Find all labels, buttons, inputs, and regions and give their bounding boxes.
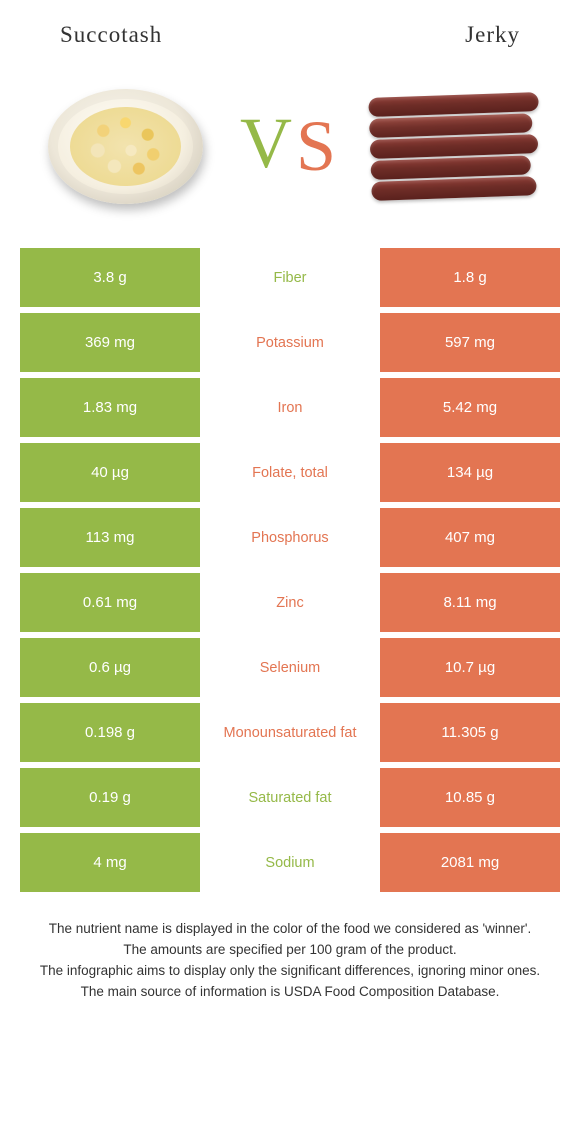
nutrient-value-left: 4 mg	[20, 833, 200, 892]
nutrient-value-right: 11.305 g	[380, 703, 560, 762]
nutrient-label: Potassium	[200, 313, 380, 372]
jerky-stick	[368, 92, 539, 117]
nutrient-value-left: 369 mg	[20, 313, 200, 372]
comparison-header: Succotash Jerky	[0, 0, 580, 58]
nutrient-value-left: 0.6 µg	[20, 638, 200, 697]
vs-v: V	[240, 102, 296, 185]
nutrient-value-left: 0.198 g	[20, 703, 200, 762]
nutrient-value-left: 40 µg	[20, 443, 200, 502]
nutrient-value-left: 113 mg	[20, 508, 200, 567]
table-row: 369 mgPotassium597 mg	[20, 313, 560, 372]
nutrient-value-right: 10.85 g	[380, 768, 560, 827]
table-row: 3.8 gFiber1.8 g	[20, 248, 560, 307]
nutrient-label: Phosphorus	[200, 508, 380, 567]
jerky-icon	[368, 88, 542, 204]
nutrient-label: Sodium	[200, 833, 380, 892]
table-row: 113 mgPhosphorus407 mg	[20, 508, 560, 567]
nutrient-comparison-table: 3.8 gFiber1.8 g 369 mgPotassium597 mg 1.83…	[20, 248, 560, 892]
succotash-icon	[70, 107, 181, 186]
vs-label: VS	[240, 105, 340, 188]
footer-notes: The nutrient name is displayed in the co…	[38, 920, 542, 1002]
nutrient-label: Folate, total	[200, 443, 380, 502]
nutrient-value-right: 407 mg	[380, 508, 560, 567]
nutrient-value-left: 0.61 mg	[20, 573, 200, 632]
vs-s: S	[296, 105, 340, 188]
jerky-stick	[370, 155, 530, 180]
plate-icon	[48, 89, 203, 204]
table-row: 40 µgFolate, total134 µg	[20, 443, 560, 502]
table-row: 1.83 mgIron5.42 mg	[20, 378, 560, 437]
nutrient-label: Monounsaturated fat	[200, 703, 380, 762]
nutrient-value-left: 1.83 mg	[20, 378, 200, 437]
jerky-stick	[371, 176, 536, 201]
nutrient-label: Iron	[200, 378, 380, 437]
table-row: 0.61 mgZinc8.11 mg	[20, 573, 560, 632]
table-row: 0.19 gSaturated fat10.85 g	[20, 768, 560, 827]
nutrient-value-right: 134 µg	[380, 443, 560, 502]
jerky-stick	[369, 113, 533, 138]
table-row: 0.6 µgSelenium10.7 µg	[20, 638, 560, 697]
nutrient-value-right: 5.42 mg	[380, 378, 560, 437]
table-row: 0.198 gMonounsaturated fat11.305 g	[20, 703, 560, 762]
nutrient-value-right: 2081 mg	[380, 833, 560, 892]
table-row: 4 mgSodium2081 mg	[20, 833, 560, 892]
footer-line: The nutrient name is displayed in the co…	[38, 920, 542, 939]
footer-line: The main source of information is USDA F…	[38, 983, 542, 1002]
nutrient-label: Saturated fat	[200, 768, 380, 827]
nutrient-value-left: 3.8 g	[20, 248, 200, 307]
hero-row: VS	[0, 58, 580, 238]
nutrient-value-right: 8.11 mg	[380, 573, 560, 632]
nutrient-label: Zinc	[200, 573, 380, 632]
nutrient-label: Fiber	[200, 248, 380, 307]
jerky-stick	[370, 134, 539, 159]
nutrient-value-right: 1.8 g	[380, 248, 560, 307]
nutrient-value-right: 597 mg	[380, 313, 560, 372]
food-title-left: Succotash	[60, 22, 162, 48]
nutrient-label: Selenium	[200, 638, 380, 697]
footer-line: The infographic aims to display only the…	[38, 962, 542, 981]
nutrient-value-left: 0.19 g	[20, 768, 200, 827]
food-image-right	[370, 76, 540, 216]
food-title-right: Jerky	[465, 22, 520, 48]
nutrient-value-right: 10.7 µg	[380, 638, 560, 697]
food-image-left	[40, 76, 210, 216]
footer-line: The amounts are specified per 100 gram o…	[38, 941, 542, 960]
